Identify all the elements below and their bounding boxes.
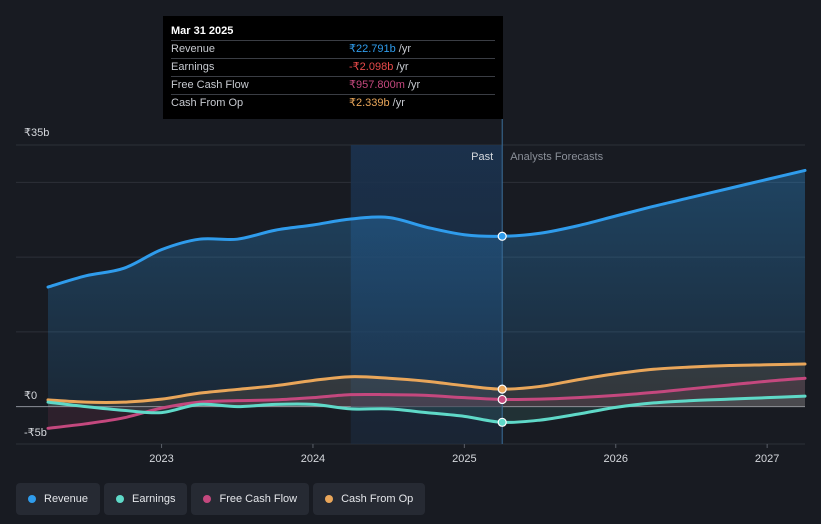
tooltip-row-value: ₹22.791b: [349, 43, 396, 55]
legend-dot-icon: [325, 495, 334, 503]
tooltip-row-free-cash-flow: Free Cash Flow ₹957.800m/yr: [171, 76, 495, 94]
area-free-cash-flow: [48, 378, 805, 429]
y-tick-label: -₹5b: [24, 427, 47, 439]
tooltip-row-earnings: Earnings -₹2.098b/yr: [171, 58, 495, 76]
analysts-forecasts-label: Analysts Forecasts: [510, 151, 603, 163]
tooltip-row-unit: /yr: [398, 43, 411, 55]
tooltip-row-label: Earnings: [171, 61, 215, 73]
legend: Revenue Earnings Free Cash Flow Cash From O…: [16, 483, 426, 515]
marker-cash-from-op: [497, 384, 507, 394]
area-earnings: [48, 396, 805, 423]
tooltip-row-unit: /yr: [407, 79, 421, 91]
tooltip-row-cash-from-op: Cash From Op ₹2.339b/yr: [171, 94, 495, 112]
x-tick-label: 2025: [452, 453, 476, 465]
line-free-cash-flow: [46, 376, 807, 430]
legend-item-cash-from-op[interactable]: Cash From Op: [313, 483, 426, 515]
tooltip-row-unit: /yr: [392, 97, 405, 109]
legend-item-earnings[interactable]: Earnings: [104, 483, 188, 515]
x-tick-label: 2027: [755, 453, 779, 465]
marker-revenue: [497, 231, 507, 241]
legend-label: Revenue: [44, 493, 89, 505]
legend-item-free-cash-flow[interactable]: Free Cash Flow: [191, 483, 310, 515]
tooltip-row-label: Revenue: [171, 43, 216, 55]
x-axis-ticks: 2023 2024 2025 2026 2027: [149, 444, 779, 465]
legend-dot-icon: [203, 495, 212, 503]
line-revenue: [46, 168, 807, 289]
tooltip-date: Mar 31 2025: [171, 25, 234, 37]
y-axis-ticks: ₹35b ₹0 -₹5b: [24, 127, 49, 439]
x-tick-label: 2024: [301, 453, 325, 465]
marker-free-cash-flow: [497, 394, 507, 405]
legend-dot-icon: [28, 495, 36, 503]
series-lines: [46, 168, 807, 430]
legend-label: Free Cash Flow: [219, 493, 298, 505]
tooltip-row-label: Cash From Op: [171, 97, 244, 109]
tooltip-row-unit: /yr: [396, 61, 409, 73]
y-tick-label: ₹35b: [24, 127, 49, 139]
tooltip-row-value: ₹957.800m: [349, 79, 405, 91]
hover-markers: [497, 231, 507, 427]
tooltip-row-label: Free Cash Flow: [171, 79, 249, 91]
x-tick-label: 2023: [149, 453, 173, 465]
x-tick-label: 2026: [604, 453, 628, 465]
legend-label: Cash From Op: [341, 493, 414, 505]
y-tick-label: ₹0: [24, 390, 37, 402]
tooltip: Mar 31 2025 Revenue ₹22.791b/yr Earnings -₹…: [163, 16, 503, 119]
legend-dot-icon: [116, 495, 125, 503]
tooltip-row-revenue: Revenue ₹22.791b/yr: [171, 40, 495, 58]
legend-item-revenue[interactable]: Revenue: [16, 483, 101, 515]
past-label: Past: [471, 151, 493, 163]
line-earnings: [46, 394, 807, 424]
marker-earnings: [497, 417, 507, 427]
tooltip-row-value: -₹2.098b: [349, 61, 394, 73]
area-revenue: [48, 170, 805, 407]
legend-label: Earnings: [132, 493, 176, 505]
tooltip-row-value: ₹2.339b: [349, 97, 390, 109]
line-cash-from-op: [46, 362, 807, 404]
